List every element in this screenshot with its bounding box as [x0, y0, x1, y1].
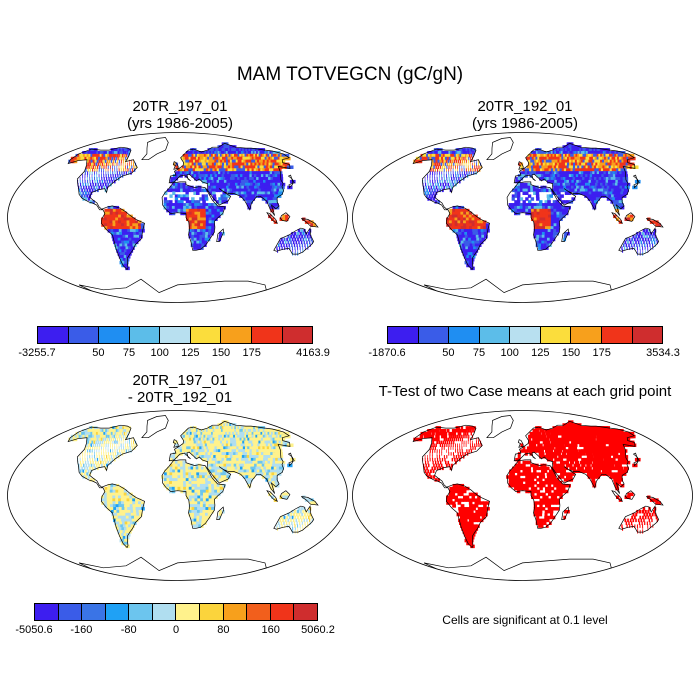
colorbar-swatch — [58, 604, 83, 620]
colorbar-tick-label: 5060.2 — [301, 624, 335, 636]
map-ocean-background — [7, 132, 348, 303]
panel-3-title-line1: 20TR_197_01 — [132, 372, 228, 389]
panel-2-title-line1: 20TR_192_01 — [477, 98, 573, 115]
colorbar-tick-label: 75 — [472, 347, 486, 359]
map-coastlines — [412, 137, 664, 303]
colorbar-panel-2 — [387, 326, 663, 344]
colorbar-swatch — [251, 327, 283, 343]
colorbar-tick-label: 125 — [181, 347, 200, 359]
colorbar-swatch — [82, 604, 106, 620]
colorbar-tick-label: 175 — [242, 347, 261, 359]
colorbar-swatch — [105, 604, 130, 620]
colorbar-tick-label: 100 — [500, 347, 519, 359]
panel-1-title-line2: (yrs 1986-2005) — [127, 115, 233, 132]
figure-title: MAM TOTVEGCN (gC/gN) — [236, 64, 464, 85]
colorbar-tick-label: 150 — [561, 347, 581, 359]
colorbar-tick-label: 75 — [122, 347, 136, 359]
colorbar-tick-label: 80 — [217, 624, 230, 636]
colorbar-swatch — [479, 327, 511, 343]
colorbar-swatch — [270, 604, 295, 620]
colorbar-swatch — [99, 327, 130, 343]
colorbar-panel-1 — [37, 326, 313, 344]
colorbar-swatch — [129, 327, 161, 343]
colorbar-swatch — [510, 327, 541, 343]
colorbar-swatch — [160, 327, 191, 343]
colorbar-swatch — [221, 327, 252, 343]
colorbar-tick-label: 100 — [150, 347, 169, 359]
map-coastlines — [67, 415, 319, 581]
colorbar-swatch — [190, 327, 222, 343]
colorbar-tick-label: 0 — [172, 624, 180, 636]
colorbar-tick-label: 150 — [211, 347, 231, 359]
colorbar-swatch — [129, 604, 153, 620]
colorbar-swatch — [294, 604, 317, 620]
colorbar-swatch — [176, 604, 201, 620]
panel-2-title-line2: (yrs 1986-2005) — [472, 115, 578, 132]
map-coastlines — [67, 137, 319, 303]
map-ocean-background — [352, 132, 693, 303]
colorbar-tick-label: 50 — [92, 347, 105, 359]
map-data-cells — [413, 142, 661, 271]
colorbar-tick-label: 50 — [442, 347, 455, 359]
colorbar-swatch — [282, 327, 313, 343]
panel-1-title-line1: 20TR_197_01 — [132, 98, 228, 115]
map-ocean-background — [7, 410, 348, 581]
panel-4-title-line1: T-Test of two Case means at each grid po… — [378, 383, 672, 400]
map-boundary — [352, 132, 693, 303]
colorbar-tick-label: -3255.7 — [18, 347, 56, 359]
panel-3-title: 20TR_197_01 - 20TR_192_01 — [60, 372, 300, 406]
map-panel-4-ttest — [352, 410, 693, 581]
colorbar-swatch — [223, 604, 248, 620]
colorbar-swatch — [540, 327, 572, 343]
map-boundary — [352, 410, 693, 581]
colorbar-swatch — [200, 604, 224, 620]
colorbar-tick-label: -160 — [70, 624, 93, 636]
colorbar-tick-label: 4163.9 — [296, 347, 330, 359]
colorbar-swatch — [247, 604, 271, 620]
map-panel-1 — [7, 132, 348, 303]
colorbar-swatch — [68, 327, 100, 343]
panel-2-title: 20TR_192_01 (yrs 1986-2005) — [405, 98, 645, 132]
colorbar-swatch — [632, 327, 663, 343]
significance-note: Cells are significant at 0.1 level — [442, 613, 608, 627]
map-boundary — [7, 410, 348, 581]
colorbar-tick-label: 160 — [261, 624, 280, 636]
colorbar-swatch — [418, 327, 450, 343]
colorbar-swatch — [35, 604, 59, 620]
colorbar-swatch — [601, 327, 633, 343]
panel-4-title: T-Test of two Case means at each grid po… — [350, 383, 700, 400]
colorbar-panel-3 — [34, 603, 318, 621]
map-data-cells — [68, 420, 316, 549]
colorbar-swatch — [449, 327, 480, 343]
colorbar-tick-label: -5050.6 — [15, 624, 53, 636]
colorbar-tick-label: 175 — [592, 347, 611, 359]
map-panel-2 — [352, 132, 693, 303]
colorbar-swatch — [571, 327, 602, 343]
map-panel-3-difference — [7, 410, 348, 581]
colorbar-swatch — [388, 327, 419, 343]
colorbar-swatch — [38, 327, 69, 343]
map-boundary — [7, 132, 348, 303]
panel-1-title: 20TR_197_01 (yrs 1986-2005) — [60, 98, 300, 132]
colorbar-tick-label: 125 — [531, 347, 550, 359]
colorbar-tick-label: 3534.3 — [646, 347, 680, 359]
colorbar-tick-label: -1870.6 — [368, 347, 406, 359]
colorbar-tick-label: -80 — [120, 624, 137, 636]
map-ocean-background — [352, 410, 693, 581]
colorbar-swatch — [152, 604, 177, 620]
panel-3-title-line2: - 20TR_192_01 — [127, 389, 233, 406]
